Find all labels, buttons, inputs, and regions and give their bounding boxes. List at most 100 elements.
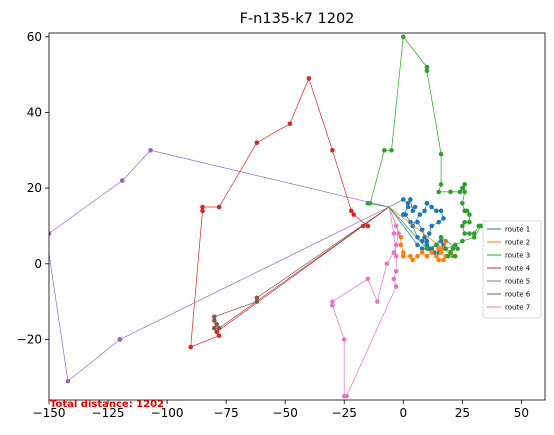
route-point [415,253,420,259]
route-line [213,206,390,329]
route-point [436,219,442,225]
route-point [462,231,467,236]
route-point [384,261,390,267]
route-point [438,238,444,244]
route-7 [330,206,401,399]
route-point [254,295,260,301]
route-point [200,208,205,214]
route-point [457,189,463,195]
legend-item: route 2 [487,239,530,247]
route-point [415,235,420,240]
legend-label: route 1 [505,226,530,234]
route-point [400,197,406,202]
route-point [405,204,411,210]
x-tick-label: −75 [213,406,238,420]
route-point [436,246,442,251]
route-point [434,242,439,248]
route-point [424,238,430,244]
route-point [393,242,399,248]
route-point [419,250,425,255]
route-point [460,238,465,244]
route-point [422,208,427,214]
route-point [216,204,222,210]
route-point [330,303,335,308]
legend-item: route 6 [487,291,531,299]
route-point [65,378,71,384]
x-tick-label: −125 [92,406,125,420]
route-point [214,322,219,327]
x-tick-label: −50 [273,406,298,420]
route-point [436,257,442,263]
x-tick-label: 0 [399,406,407,420]
route-line [190,77,390,348]
route-point [467,212,472,217]
route-point [438,235,444,240]
route-point [462,182,467,187]
legend-label: route 3 [505,252,530,260]
route-point [367,200,373,206]
y-tick-label: 60 [27,30,42,44]
x-tick-label: 50 [514,406,529,420]
route-point [400,250,406,255]
route-point [389,147,394,153]
route-point [391,231,397,236]
route-point [438,151,444,157]
route-point [396,231,401,236]
route-point [287,121,293,127]
route-point [344,393,349,399]
route-point [405,200,411,206]
route-6 [212,206,390,331]
route-point [44,235,49,240]
route-point [424,246,430,251]
route-point [306,76,312,81]
x-tick-label: 25 [455,406,470,420]
route-point [349,208,354,214]
y-tick-label: 0 [34,257,42,271]
route-line [332,206,399,397]
route-point [419,238,425,244]
route-point [460,223,465,229]
route-3 [365,34,484,259]
route-point [462,219,467,225]
routes-layer [44,34,484,399]
route-point [467,231,472,236]
legend-item: route 4 [487,265,531,273]
legend-label: route 6 [505,291,531,299]
route-point [462,189,467,195]
route-point [471,231,477,236]
route-point [448,250,453,255]
legend-item: route 3 [487,252,530,260]
route-point [422,235,427,240]
route-point [212,318,217,323]
y-tick-label: −20 [17,332,42,346]
x-axis: −150 −125 −100 −75 −50 −25 0 25 50 [33,400,529,420]
legend-label: route 4 [505,265,531,273]
route-point [351,212,356,217]
route-point [254,140,260,146]
route-point [375,299,380,304]
route-point [119,178,125,183]
legend-label: route 2 [505,239,530,247]
legend-label: route 7 [505,304,530,312]
route-point [403,212,408,217]
legend-item: route 7 [487,304,530,312]
route-point [410,208,416,214]
legend: route 1 route 2 route 3 route 4 route 5 route… [482,220,542,319]
route-point [424,242,430,248]
x-tick-label: −25 [332,406,357,420]
legend-item: route 1 [487,226,530,234]
route-point [212,325,217,331]
chart-title: F-n135-k7 1202 [240,11,355,27]
route-point [424,68,430,74]
route-point [408,253,413,259]
route-point [419,227,425,233]
route-point [434,253,439,259]
route-point [448,189,453,195]
route-point [424,64,430,70]
legend-item: route 5 [487,278,530,286]
x-tick-label: −150 [33,406,66,420]
route-point [424,200,430,206]
route-point [450,246,456,251]
route-point [429,204,434,210]
